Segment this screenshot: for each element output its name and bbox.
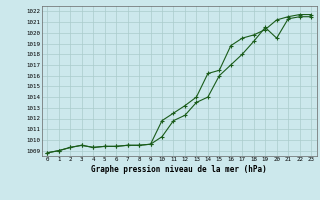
X-axis label: Graphe pression niveau de la mer (hPa): Graphe pression niveau de la mer (hPa) [91, 165, 267, 174]
